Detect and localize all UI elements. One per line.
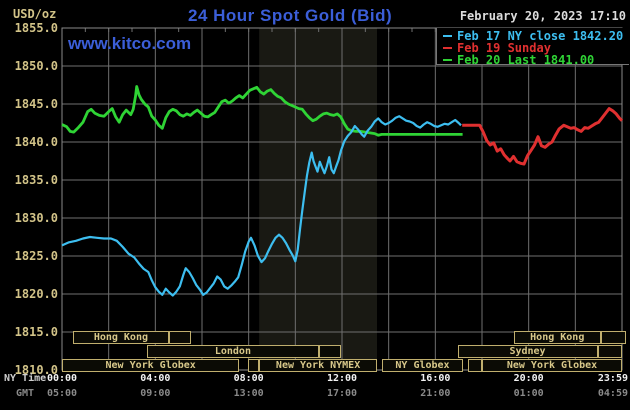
x-axis-label-gmt: 01:00 — [513, 388, 544, 399]
y-axis-label: 1825.0 — [14, 249, 58, 263]
x-axis-row-label-gmt: GMT — [16, 388, 35, 399]
session-ny-globex: NY Globex — [381, 359, 464, 372]
session-spacer — [318, 345, 341, 358]
x-axis-label-ny: 12:00 — [326, 373, 358, 384]
price-line-feb20 — [61, 85, 463, 137]
x-axis-label-gmt: 21:00 — [420, 388, 451, 399]
session-london: London — [147, 345, 319, 358]
kitco-watermark-link[interactable]: www.kitco.com — [68, 34, 192, 53]
session-hong-kong: Hong Kong — [72, 331, 170, 344]
legend-label: Feb 17 NY close 1842.20 — [457, 29, 624, 43]
legend-item: Feb 20 Last 1841.00 — [437, 53, 629, 67]
x-axis-label-ny: 20:00 — [513, 373, 544, 384]
y-axis-label: 1840.0 — [14, 135, 58, 149]
y-axis-label: 1820.0 — [14, 287, 58, 301]
legend-dash-icon — [443, 59, 452, 61]
x-axis-label-ny: 04:00 — [140, 373, 171, 384]
x-axis-label-ny: 00:00 — [46, 373, 78, 384]
price-line-feb17 — [61, 115, 462, 297]
legend: Feb 17 NY close 1842.20 Feb 19 Sunday Feb … — [436, 28, 629, 67]
legend-dash-icon — [443, 35, 452, 37]
chart-datetime: February 20, 2023 17:10 — [459, 9, 626, 23]
y-axis-label: 1850.0 — [14, 59, 58, 73]
y-axis-label: 1830.0 — [14, 211, 58, 225]
page-title: 24 Hour Spot Gold (Bid) — [188, 6, 393, 25]
session-sydney: Sydney — [457, 345, 598, 358]
x-axis-label-gmt: 17:00 — [326, 388, 358, 399]
y-axis-unit-label: USD/oz — [13, 7, 57, 21]
legend-dash-icon — [443, 47, 452, 49]
x-axis-row-label-ny: NY Time — [4, 373, 47, 384]
y-axis-label: 1835.0 — [14, 173, 58, 187]
price-line-feb19 — [462, 107, 624, 166]
session-new-york-globex: New York Globex — [482, 359, 622, 372]
y-axis-label: 1810.0 — [14, 363, 58, 377]
session-spacer — [169, 331, 192, 344]
x-axis-label-ny: 08:00 — [233, 373, 264, 384]
y-axis-label: 1815.0 — [14, 325, 58, 339]
legend-label: Feb 20 Last 1841.00 — [457, 53, 595, 67]
nymex-session-band — [259, 28, 377, 370]
session-spacer — [468, 359, 482, 372]
session-spacer — [597, 345, 622, 358]
legend-label: Feb 19 Sunday — [457, 41, 551, 55]
x-axis-label-gmt: 09:00 — [140, 388, 171, 399]
x-axis-label-gmt: 05:00 — [46, 388, 78, 399]
session-new-york-globex: New York Globex — [62, 359, 240, 372]
session-spacer — [247, 359, 260, 372]
session-spacer — [601, 331, 626, 344]
session-new-york-nymex: New York NYMEX — [259, 359, 377, 372]
legend-item: Feb 19 Sunday — [437, 41, 629, 55]
x-axis-label-ny: 16:00 — [420, 373, 451, 384]
x-axis-label-ny: 23:59 — [597, 373, 628, 384]
x-axis-label-gmt: 13:00 — [233, 388, 264, 399]
x-axis-label-gmt: 04:59 — [597, 388, 628, 399]
legend-item: Feb 17 NY close 1842.20 — [437, 29, 629, 43]
y-axis-label: 1845.0 — [14, 97, 58, 111]
y-axis-label: 1855.0 — [14, 21, 58, 35]
session-hong-kong: Hong Kong — [513, 331, 601, 344]
